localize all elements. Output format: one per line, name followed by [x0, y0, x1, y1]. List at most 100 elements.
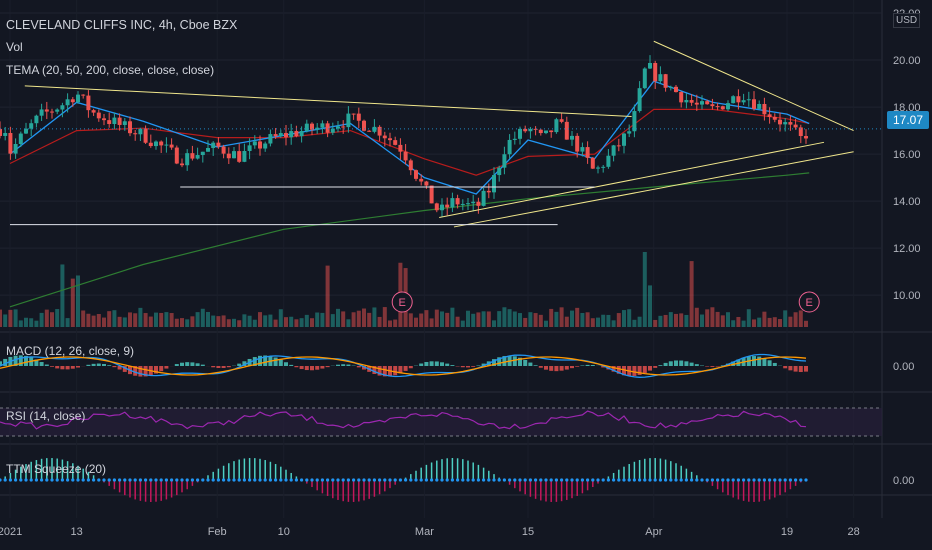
macd-histogram-bar	[622, 366, 626, 376]
volume-bar	[143, 313, 148, 327]
squeeze-dot	[643, 478, 647, 482]
candle-body	[24, 128, 28, 134]
macd-histogram-bar	[793, 366, 798, 372]
candle-body	[174, 147, 179, 164]
volume-bar	[538, 314, 543, 327]
volume-bar	[414, 317, 418, 327]
y-tick-label: 14.00	[893, 196, 921, 208]
squeeze-dot	[497, 478, 501, 482]
macd-histogram-bar	[398, 366, 403, 374]
volume-bar	[310, 318, 314, 327]
signal-line	[0, 356, 807, 376]
macd-histogram-bar	[632, 366, 637, 376]
trendline	[24, 85, 632, 117]
macd-histogram-bar	[289, 364, 294, 366]
candle-body	[310, 123, 314, 130]
volume-bar	[356, 310, 361, 327]
volume-bar	[596, 317, 600, 327]
macd-histogram-bar	[705, 366, 710, 367]
squeeze-dot	[684, 478, 689, 482]
candle-body	[372, 126, 377, 132]
volume-bar	[726, 312, 730, 327]
candle-body	[434, 203, 439, 211]
volume-bar	[372, 307, 377, 327]
macd-histogram-bar	[611, 366, 616, 372]
candle-body	[627, 131, 632, 134]
volume-bar	[164, 312, 169, 327]
volume-bar	[273, 319, 278, 327]
macd-histogram-bar	[242, 361, 247, 366]
macd-histogram-bar	[112, 366, 117, 368]
squeeze-dot	[310, 478, 314, 482]
candle-body	[346, 113, 351, 128]
volume-bar	[50, 312, 54, 327]
macd-histogram-bar	[362, 366, 366, 370]
candle-body	[726, 103, 730, 110]
macd-histogram-bar	[34, 359, 39, 366]
candle-body	[382, 135, 387, 139]
volume-bar	[18, 320, 23, 327]
volume-bar	[102, 317, 106, 327]
volume-bar	[772, 317, 777, 327]
squeeze-dot	[196, 478, 200, 482]
squeeze-dot	[378, 478, 382, 482]
squeeze-dot	[487, 478, 491, 482]
volume-bar	[471, 313, 476, 327]
candle-body	[783, 122, 788, 125]
candle-body	[424, 181, 429, 186]
squeeze-dot	[232, 478, 236, 482]
candle-body	[414, 170, 418, 179]
candle-body	[388, 138, 392, 141]
squeeze-dot	[669, 478, 673, 482]
candle-body	[143, 128, 148, 143]
squeeze-dot	[575, 478, 579, 482]
volume-bar	[518, 313, 522, 327]
volume-bar	[96, 314, 101, 327]
candle-body	[164, 144, 169, 146]
volume-bar	[34, 320, 39, 327]
macd-histogram-bar	[570, 366, 574, 369]
squeeze-dot	[362, 478, 366, 482]
candle-body	[653, 63, 658, 82]
volume-bar	[336, 308, 340, 327]
squeeze-dot	[653, 478, 657, 482]
macd-histogram-bar	[767, 360, 772, 366]
candle-body	[419, 178, 424, 182]
volume-bar	[70, 278, 75, 327]
squeeze-dot	[606, 478, 611, 482]
candle-body	[252, 141, 257, 146]
squeeze-dot	[409, 478, 413, 482]
volume-bar	[642, 252, 647, 327]
currency-label[interactable]: USD	[893, 13, 921, 28]
squeeze-dot	[414, 478, 418, 482]
candle-body	[81, 94, 86, 96]
candle-body	[299, 130, 304, 137]
candle-body	[408, 160, 413, 171]
squeeze-dot	[66, 478, 70, 482]
macd-histogram-bar	[320, 366, 325, 369]
squeeze-dot	[726, 478, 730, 482]
volume-bar	[653, 319, 658, 327]
macd-histogram-bar	[642, 366, 647, 374]
squeeze-dot	[794, 478, 798, 482]
volume-bar	[388, 320, 392, 327]
macd-histogram-bar	[180, 362, 184, 366]
candle-body	[18, 133, 23, 145]
squeeze-dot	[237, 478, 241, 482]
candle-body	[320, 123, 325, 128]
macd-histogram-bar	[694, 364, 699, 366]
volume-bar	[798, 310, 803, 327]
squeeze-dot	[112, 478, 116, 482]
macd-histogram-bar	[720, 365, 725, 366]
volume-bar	[663, 314, 668, 327]
macd-line	[0, 353, 807, 378]
volume-bar	[788, 316, 793, 327]
squeeze-dot	[346, 478, 350, 482]
squeeze-dot	[242, 478, 246, 482]
candle-body	[211, 142, 216, 149]
volume-bar	[793, 312, 798, 327]
macd-histogram-bar	[315, 366, 320, 370]
squeeze-dot	[627, 478, 631, 482]
candle-body	[315, 127, 320, 130]
